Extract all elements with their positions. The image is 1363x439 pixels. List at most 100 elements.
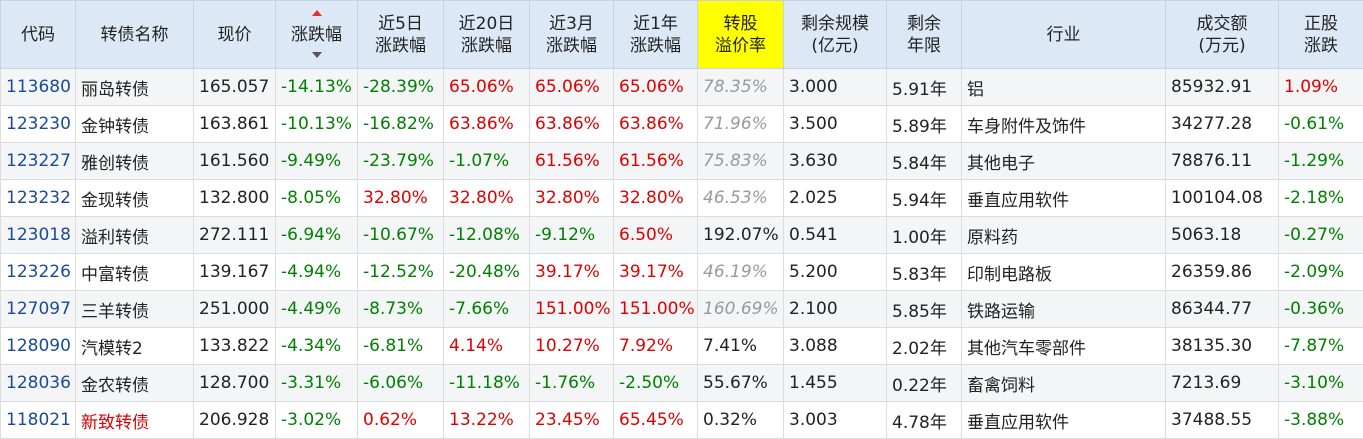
sorted-column-label: 涨跌幅: [291, 9, 342, 58]
cell-stock: -7.87%: [1278, 327, 1363, 365]
cell-name[interactable]: 丽岛转债: [75, 68, 194, 106]
col-price[interactable]: 现价: [193, 0, 276, 69]
cell-code[interactable]: 128036: [0, 364, 76, 402]
cell-y1: 65.06%: [613, 68, 698, 106]
table-row[interactable]: 123232 金现转债 132.800 -8.05% 32.80% 32.80% 32.80…: [0, 179, 1363, 217]
cell-volume: 37488.55: [1165, 401, 1279, 439]
cell-m3: -9.12%: [529, 216, 614, 254]
cell-scale: 2.025: [783, 179, 887, 217]
table-row[interactable]: 123018 溢利转债 272.111 -6.94% -10.67% -12.08% -9.…: [0, 216, 1363, 254]
table-row[interactable]: 127097 三羊转债 251.000 -4.49% -8.73% -7.66% 151.0…: [0, 290, 1363, 328]
cell-price: 133.822: [193, 327, 276, 365]
cell-years: 0.22年: [886, 364, 962, 402]
cell-code[interactable]: 123230: [0, 105, 76, 143]
table-row[interactable]: 128090 汽模转2 133.822 -4.34% -6.81% 4.14% 10.27%…: [0, 327, 1363, 365]
cell-scale: 3.088: [783, 327, 887, 365]
cell-name[interactable]: 金现转债: [75, 179, 194, 217]
cell-d5: -10.67%: [357, 216, 444, 254]
cell-volume: 26359.86: [1165, 253, 1279, 291]
cell-years: 5.94年: [886, 179, 962, 217]
cell-scale: 3.000: [783, 68, 887, 106]
cell-stock: -0.27%: [1278, 216, 1363, 254]
cell-premium: 78.35%: [697, 68, 784, 106]
cell-price: 206.928: [193, 401, 276, 439]
cell-d20: 13.22%: [443, 401, 530, 439]
col-name[interactable]: 转债名称: [75, 0, 194, 69]
cell-y1: 7.92%: [613, 327, 698, 365]
cell-code[interactable]: 123226: [0, 253, 76, 291]
cell-name[interactable]: 溢利转债: [75, 216, 194, 254]
cell-volume: 78876.11: [1165, 142, 1279, 180]
col-3m[interactable]: 近3月 涨跌幅: [529, 0, 614, 69]
cell-code[interactable]: 123227: [0, 142, 76, 180]
cell-change: -14.13%: [275, 68, 358, 106]
cell-industry: 垂直应用软件: [961, 179, 1166, 217]
col-years[interactable]: 剩余 年限: [886, 0, 962, 69]
col-1y[interactable]: 近1年 涨跌幅: [613, 0, 698, 69]
table-row[interactable]: 113680 丽岛转债 165.057 -14.13% -28.39% 65.06% 65.…: [0, 68, 1363, 106]
table-body: 113680 丽岛转债 165.057 -14.13% -28.39% 65.06% 65.…: [0, 68, 1363, 439]
cell-volume: 85932.91: [1165, 68, 1279, 106]
cell-m3: 10.27%: [529, 327, 614, 365]
col-premium[interactable]: 转股 溢价率: [697, 0, 784, 69]
cell-stock: -0.61%: [1278, 105, 1363, 143]
cell-y1: 61.56%: [613, 142, 698, 180]
col-stock[interactable]: 正股 涨跌: [1278, 0, 1363, 69]
cell-volume: 7213.69: [1165, 364, 1279, 402]
cell-d20: -1.07%: [443, 142, 530, 180]
cell-stock: 1.09%: [1278, 68, 1363, 106]
cell-years: 4.78年: [886, 401, 962, 439]
cell-m3: 61.56%: [529, 142, 614, 180]
cell-code[interactable]: 118021: [0, 401, 76, 439]
cell-name[interactable]: 汽模转2: [75, 327, 194, 365]
cell-stock: -0.36%: [1278, 290, 1363, 328]
cell-name[interactable]: 三羊转债: [75, 290, 194, 328]
cell-volume: 5063.18: [1165, 216, 1279, 254]
cell-d5: 32.80%: [357, 179, 444, 217]
table-row[interactable]: 118021 新致转债 206.928 -3.02% 0.62% 13.22% 23.45%…: [0, 401, 1363, 439]
cell-code[interactable]: 123232: [0, 179, 76, 217]
cell-name[interactable]: 新致转债: [75, 401, 194, 439]
cell-code[interactable]: 128090: [0, 327, 76, 365]
cell-years: 2.02年: [886, 327, 962, 365]
cell-premium: 160.69%: [697, 290, 784, 328]
table-row[interactable]: 128036 金农转债 128.700 -3.31% -6.06% -11.18% -1.7…: [0, 364, 1363, 402]
table-row[interactable]: 123227 雅创转债 161.560 -9.49% -23.79% -1.07% 61.5…: [0, 142, 1363, 180]
cell-m3: 63.86%: [529, 105, 614, 143]
cell-m3: 39.17%: [529, 253, 614, 291]
cell-scale: 2.100: [783, 290, 887, 328]
cell-volume: 100104.08: [1165, 179, 1279, 217]
cell-m3: 151.00%: [529, 290, 614, 328]
col-scale[interactable]: 剩余规模 (亿元): [783, 0, 887, 69]
cell-code[interactable]: 113680: [0, 68, 76, 106]
cell-code[interactable]: 123018: [0, 216, 76, 254]
col-20d[interactable]: 近20日 涨跌幅: [443, 0, 530, 69]
cell-m3: 23.45%: [529, 401, 614, 439]
cell-d20: 4.14%: [443, 327, 530, 365]
cell-code[interactable]: 127097: [0, 290, 76, 328]
cell-premium: 55.67%: [697, 364, 784, 402]
cell-scale: 1.455: [783, 364, 887, 402]
col-industry[interactable]: 行业: [961, 0, 1166, 69]
cell-change: -4.49%: [275, 290, 358, 328]
cell-y1: 151.00%: [613, 290, 698, 328]
col-volume[interactable]: 成交额 (万元): [1165, 0, 1279, 69]
cell-name[interactable]: 金农转债: [75, 364, 194, 402]
table-row[interactable]: 123230 金钟转债 163.861 -10.13% -16.82% 63.86% 63.…: [0, 105, 1363, 143]
table-row[interactable]: 123226 中富转债 139.167 -4.94% -12.52% -20.48% 39.…: [0, 253, 1363, 291]
cell-scale: 5.200: [783, 253, 887, 291]
cell-premium: 192.07%: [697, 216, 784, 254]
cell-scale: 3.630: [783, 142, 887, 180]
cell-name[interactable]: 中富转债: [75, 253, 194, 291]
cell-premium: 75.83%: [697, 142, 784, 180]
cell-change: -3.31%: [275, 364, 358, 402]
cell-scale: 0.541: [783, 216, 887, 254]
cell-industry: 车身附件及饰件: [961, 105, 1166, 143]
col-5d[interactable]: 近5日 涨跌幅: [357, 0, 444, 69]
col-code[interactable]: 代码: [0, 0, 76, 69]
cell-change: -3.02%: [275, 401, 358, 439]
cell-name[interactable]: 雅创转债: [75, 142, 194, 180]
col-change[interactable]: 涨跌幅: [275, 0, 358, 69]
cell-premium: 46.53%: [697, 179, 784, 217]
cell-name[interactable]: 金钟转债: [75, 105, 194, 143]
